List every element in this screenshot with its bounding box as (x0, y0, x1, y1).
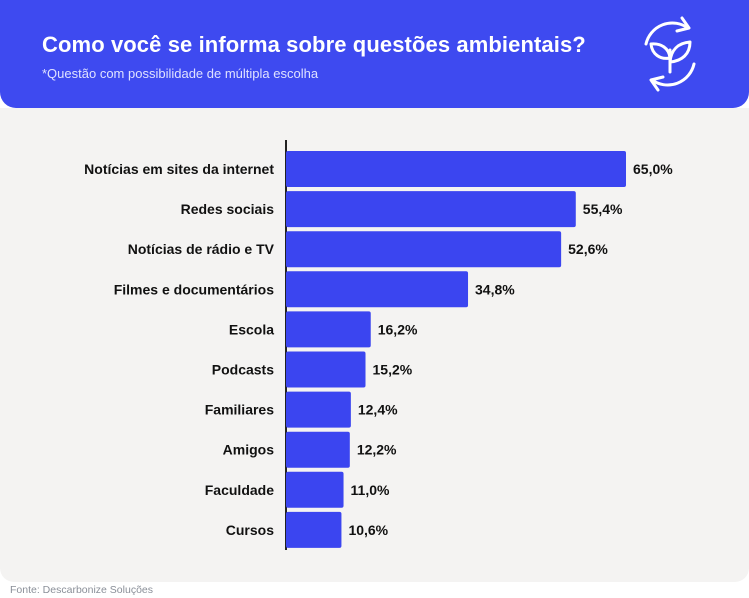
category-label: Faculdade (205, 482, 274, 498)
category-label: Filmes e documentários (114, 281, 274, 297)
value-label: 52,6% (568, 241, 608, 257)
category-label: Familiares (205, 402, 274, 418)
bar (286, 511, 342, 548)
bar (286, 431, 350, 468)
value-label: 34,8% (475, 281, 515, 297)
category-label: Redes sociais (181, 201, 275, 217)
bar (286, 151, 626, 187)
value-label: 10,6% (348, 522, 388, 538)
value-label: 12,2% (357, 442, 397, 458)
bar-chart: Notícias em sites da internet 65,0% Redes … (84, 140, 673, 550)
value-label: 12,4% (358, 402, 398, 418)
value-label: 11,0% (351, 482, 390, 498)
bar (286, 271, 469, 308)
chart-header: Como você se informa sobre questões ambi… (0, 0, 749, 108)
chart-subtitle: *Questão com possibilidade de múltipla e… (42, 66, 319, 81)
bar (286, 231, 562, 268)
bar (286, 351, 366, 388)
chart-title: Como você se informa sobre questões ambi… (42, 32, 586, 57)
bar (286, 391, 351, 428)
value-label: 16,2% (378, 321, 418, 337)
value-label: 55,4% (583, 201, 623, 217)
category-label: Notícias de rádio e TV (128, 241, 275, 257)
value-label: 65,0% (633, 161, 673, 177)
value-label: 15,2% (373, 362, 413, 378)
category-label: Escola (229, 321, 274, 337)
category-label: Amigos (223, 442, 275, 458)
category-label: Notícias em sites da internet (84, 161, 274, 177)
bar (286, 311, 371, 348)
category-label: Cursos (226, 522, 274, 538)
category-label: Podcasts (212, 362, 274, 378)
source-note: Fonte: Descarbonize Soluções (10, 584, 153, 596)
bar (286, 471, 344, 508)
bar (286, 191, 576, 228)
recycle-leaf-icon (644, 16, 696, 92)
